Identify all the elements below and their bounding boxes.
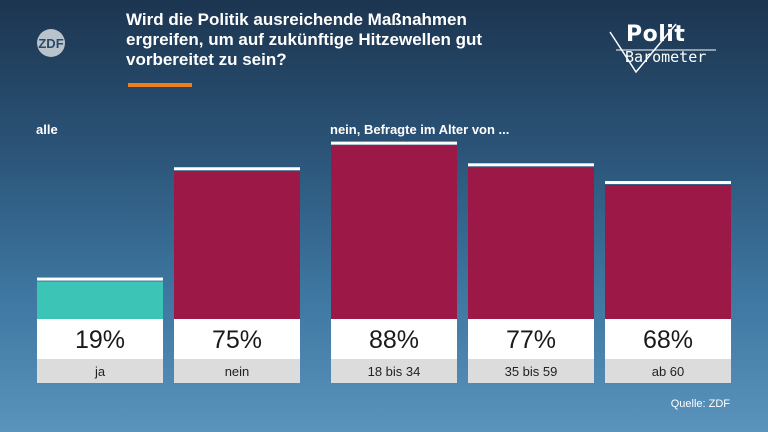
title-line-3: vorbereitet zu sein? [126,50,287,69]
data-label-0: 19% [75,326,125,354]
data-label-2: 88% [369,326,419,354]
bar-cap-4 [605,181,731,185]
tick-label-1: nein [225,364,250,379]
tick-label-2: 18 bis 34 [368,364,421,379]
brand-polit: Polit [626,22,686,47]
value-box-4 [605,319,731,359]
bar-1 [174,171,300,319]
politbarometer-logo: Polit Barometer [606,22,722,78]
bar-4 [605,185,731,319]
bar-3 [468,167,594,319]
bar-cap-3 [468,163,594,167]
checkmark-icon [609,23,716,74]
bar-cap-2 [331,141,457,145]
category-band-4 [605,359,731,383]
tick-label-3: 35 bis 59 [505,364,558,379]
bar-2 [331,145,457,319]
title-accent-bar [128,83,192,87]
zdf-logo-text: ZDF [38,36,63,51]
tick-label-0: ja [94,364,106,379]
category-band-1 [174,359,300,383]
group-label-no-by-age: nein, Befragte im Alter von ... [330,122,510,137]
bar-cap-1 [174,167,300,171]
source-note: Quelle: ZDF [670,398,730,410]
bar-0 [37,281,163,319]
tick-label-4: ab 60 [652,364,685,379]
category-band-0 [37,359,163,383]
bar-cap-0 [37,277,163,281]
value-box-2 [331,319,457,359]
brand-barometer: Barometer [625,48,707,66]
group-label-all: alle [36,122,58,137]
title-line-1: Wird die Politik ausreichende Maßnahmen [126,10,467,29]
value-box-0 [37,319,163,359]
value-box-1 [174,319,300,359]
title-line-2: ergreifen, um auf zukünftige Hitzewellen… [126,30,483,49]
category-band-2 [331,359,457,383]
data-label-1: 75% [212,326,262,354]
page-title: Wird die Politik ausreichende Maßnahmen … [126,10,546,70]
category-band-3 [468,359,594,383]
value-box-3 [468,319,594,359]
data-label-3: 77% [506,326,556,354]
zdf-logo: ZDF [37,29,65,57]
data-label-4: 68% [643,326,693,354]
